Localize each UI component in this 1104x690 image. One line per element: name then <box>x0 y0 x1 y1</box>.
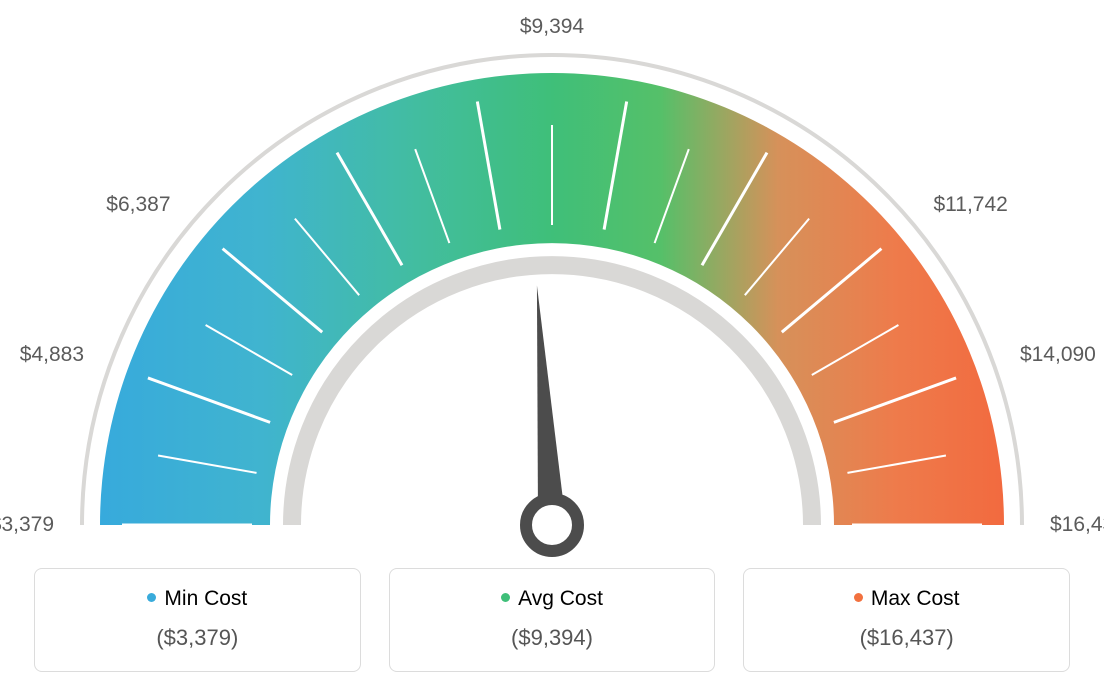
gauge-chart: $3,379 $4,883 $6,387 $9,394 $11,742 $14,090 $1… <box>0 0 1104 560</box>
legend-title-avg: Avg Cost <box>400 587 705 611</box>
legend-title-min: Min Cost <box>45 587 350 611</box>
legend-title-max: Max Cost <box>754 587 1059 611</box>
legend-value-min: ($3,379) <box>45 625 350 651</box>
gauge-tick-label: $14,090 <box>1020 343 1096 367</box>
legend-row: Min Cost ($3,379) Avg Cost ($9,394) Max … <box>0 568 1104 672</box>
legend-card-min: Min Cost ($3,379) <box>34 568 361 672</box>
legend-value-max: ($16,437) <box>754 625 1059 651</box>
gauge-tick-label: $11,742 <box>933 193 1007 217</box>
legend-dot-avg <box>501 593 510 602</box>
gauge-tick-label: $4,883 <box>4 343 84 367</box>
gauge-tick-label: $9,394 <box>512 15 592 39</box>
legend-label-min: Min Cost <box>164 587 247 610</box>
gauge-tick-label: $6,387 <box>91 193 171 217</box>
legend-value-avg: ($9,394) <box>400 625 705 651</box>
legend-dot-min <box>147 593 156 602</box>
gauge-tick-label: $3,379 <box>0 513 54 537</box>
legend-card-max: Max Cost ($16,437) <box>743 568 1070 672</box>
legend-label-max: Max Cost <box>871 587 960 610</box>
gauge-svg <box>22 50 1082 605</box>
gauge-tick-label: $16,437 <box>1050 513 1104 537</box>
legend-label-avg: Avg Cost <box>518 587 603 610</box>
legend-dot-max <box>854 593 863 602</box>
legend-card-avg: Avg Cost ($9,394) <box>389 568 716 672</box>
